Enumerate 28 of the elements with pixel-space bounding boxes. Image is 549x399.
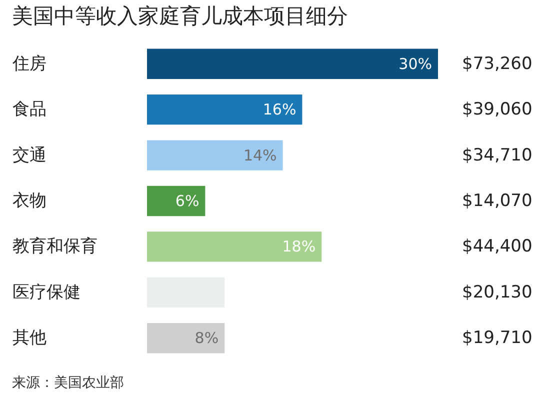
- bar: [147, 94, 302, 125]
- y-tick-label: 食品: [12, 100, 46, 120]
- y-tick-label: 衣物: [12, 191, 46, 211]
- y-tick-label: 其他: [12, 328, 46, 348]
- chart-title: 美国中等收入家庭育儿成本项目细分: [12, 4, 348, 28]
- text: $20,130: [462, 282, 532, 302]
- source-note: 来源：美国农业部: [12, 375, 124, 391]
- y-tick-label: 医疗保健: [12, 282, 80, 302]
- text: $44,400: [462, 236, 532, 257]
- data-label: 14%: [243, 146, 277, 164]
- text: $73,260: [462, 54, 532, 74]
- bar: [147, 186, 206, 216]
- y-tick-label: 住房: [12, 54, 46, 74]
- y-tick-label: 交通: [12, 145, 46, 166]
- bar: [147, 232, 322, 262]
- data-label: 18%: [282, 238, 316, 256]
- data-label: 16%: [262, 100, 296, 119]
- text: $19,710: [462, 328, 532, 348]
- data-label: 8%: [194, 329, 219, 348]
- bar: [147, 140, 283, 170]
- bar: [147, 323, 225, 354]
- data-label: 30%: [398, 54, 432, 73]
- text: $39,060: [462, 100, 532, 120]
- text: $34,710: [462, 145, 532, 166]
- y-tick-label: 教育和保育: [12, 236, 98, 257]
- data-label: 6%: [175, 192, 200, 210]
- bar: [147, 48, 438, 79]
- text: $14,070: [462, 191, 532, 211]
